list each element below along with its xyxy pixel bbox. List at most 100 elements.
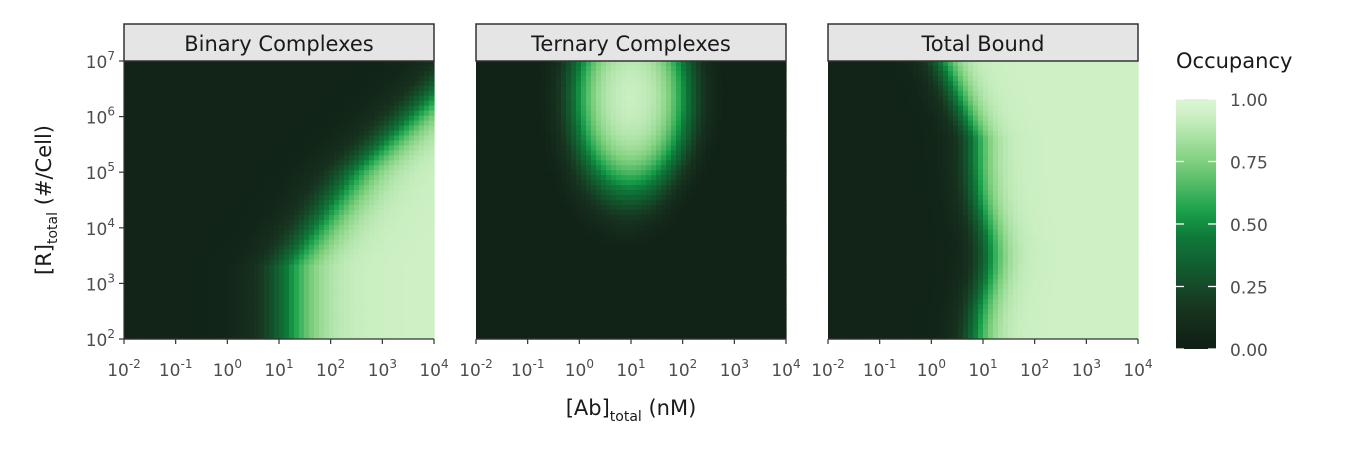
heatmap-cell <box>399 175 405 181</box>
heatmap-cell <box>516 264 522 271</box>
heatmap-cell <box>324 289 330 295</box>
heatmap-cell <box>476 170 482 176</box>
heatmap-cell <box>339 274 345 281</box>
heatmap-cell <box>274 80 280 87</box>
heatmap-cell <box>324 120 330 127</box>
heatmap-cell <box>214 299 220 305</box>
heatmap-cell <box>384 155 390 161</box>
heatmap-cell <box>254 214 260 221</box>
heatmap-cell <box>496 90 502 97</box>
heatmap-cell <box>254 274 260 281</box>
heatmap-cell <box>546 95 552 102</box>
heatmap-cell <box>279 229 285 236</box>
heatmap-cell <box>546 309 552 315</box>
heatmap-cell <box>209 334 215 340</box>
heatmap-cell <box>254 125 260 132</box>
heatmap-cell <box>209 299 215 305</box>
heatmap-cell <box>189 299 195 305</box>
heatmap-cell <box>551 324 557 330</box>
heatmap-cell <box>586 279 592 285</box>
heatmap-cell <box>309 140 315 146</box>
heatmap-cell <box>284 204 290 211</box>
heatmap-cell <box>561 224 567 231</box>
heatmap-cell <box>299 135 305 142</box>
heatmap-cell <box>596 294 602 300</box>
heatmap-cell <box>259 294 265 300</box>
heatmap-cell <box>374 95 380 102</box>
heatmap-cell <box>369 244 375 251</box>
heatmap-cell <box>279 180 285 186</box>
heatmap-cell <box>576 289 582 295</box>
heatmap-cell <box>429 175 435 181</box>
heatmap-cell <box>379 279 385 285</box>
heatmap-cell <box>139 70 145 77</box>
heatmap-cell <box>159 195 165 201</box>
heatmap-cell <box>394 209 400 216</box>
heatmap-cell <box>399 304 405 310</box>
heatmap-cell <box>174 319 180 325</box>
heatmap-cell <box>596 309 602 315</box>
heatmap-cell <box>571 155 577 161</box>
heatmap-cell <box>531 234 537 241</box>
heatmap-cell <box>566 135 572 142</box>
heatmap-cell <box>284 309 290 315</box>
heatmap-cell <box>219 224 225 231</box>
heatmap-cell <box>339 185 345 191</box>
heatmap-cell <box>429 130 435 137</box>
heatmap-cell <box>531 105 537 112</box>
heatmap-cell <box>536 249 542 256</box>
heatmap-cell <box>169 314 175 320</box>
heatmap-cell <box>571 61 577 67</box>
heatmap-cell <box>154 135 160 142</box>
heatmap-cell <box>189 70 195 77</box>
heatmap-cell <box>334 289 340 295</box>
heatmap-cell <box>179 274 185 281</box>
heatmap-cell <box>324 249 330 256</box>
heatmap-cell <box>139 219 145 226</box>
heatmap-cell <box>556 185 562 191</box>
heatmap-cell <box>294 200 300 206</box>
heatmap-cell <box>129 180 135 186</box>
heatmap-cell <box>556 279 562 285</box>
heatmap-cell <box>541 309 547 315</box>
heatmap-cell <box>384 190 390 196</box>
heatmap-cell <box>304 150 310 156</box>
heatmap-cell <box>274 110 280 117</box>
heatmap-cell <box>424 334 430 340</box>
heatmap-cell <box>511 314 517 320</box>
heatmap-cell <box>329 334 335 340</box>
heatmap-cell <box>399 279 405 285</box>
heatmap-cell <box>561 334 567 340</box>
heatmap-cell <box>476 269 482 276</box>
heatmap-cell <box>324 145 330 151</box>
heatmap-cell <box>419 165 425 171</box>
heatmap-cell <box>349 165 355 171</box>
heatmap-cell <box>526 95 532 102</box>
heatmap-cell <box>224 214 230 221</box>
heatmap-cell <box>476 165 482 171</box>
heatmap-cell <box>274 309 280 315</box>
heatmap-cell <box>259 70 265 77</box>
heatmap-cell <box>204 135 210 142</box>
heatmap-cell <box>551 334 557 340</box>
heatmap-cell <box>254 324 260 330</box>
heatmap-cell <box>144 304 150 310</box>
heatmap-cell <box>189 329 195 335</box>
heatmap-cell <box>394 294 400 300</box>
heatmap-cell <box>139 279 145 285</box>
heatmap-cell <box>124 135 130 142</box>
heatmap-cell <box>284 90 290 97</box>
heatmap-cell <box>576 70 582 77</box>
heatmap-cell <box>204 294 210 300</box>
heatmap-cell <box>596 234 602 241</box>
heatmap-cell <box>254 314 260 320</box>
heatmap-cell <box>129 200 135 206</box>
heatmap-cell <box>394 309 400 315</box>
heatmap-cell <box>224 319 230 325</box>
heatmap-cell <box>139 274 145 281</box>
heatmap-cell <box>596 150 602 156</box>
heatmap-cell <box>566 204 572 211</box>
heatmap-cell <box>149 229 155 236</box>
heatmap-cell <box>419 249 425 256</box>
